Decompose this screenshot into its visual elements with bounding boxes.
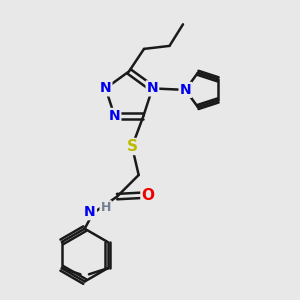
Text: N: N <box>100 81 111 95</box>
Text: H: H <box>100 201 111 214</box>
Text: S: S <box>127 139 138 154</box>
Text: N: N <box>180 83 191 97</box>
Text: N: N <box>84 205 96 219</box>
Text: N: N <box>147 81 158 95</box>
Text: O: O <box>142 188 154 202</box>
Text: N: N <box>109 109 120 123</box>
